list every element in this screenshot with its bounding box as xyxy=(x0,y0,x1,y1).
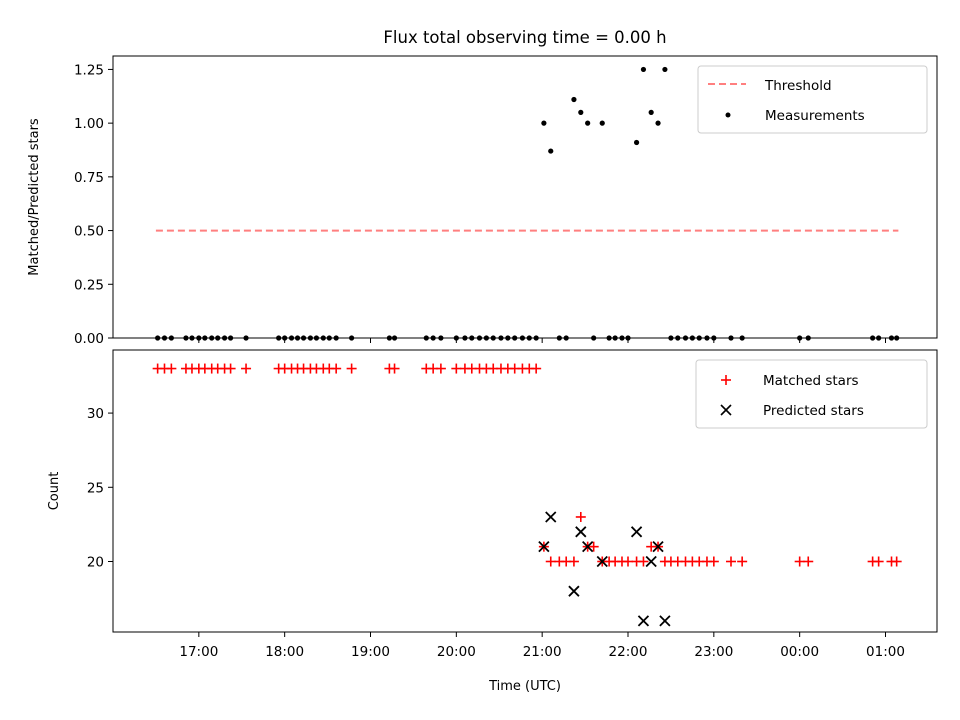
bottom-legend-box xyxy=(695,359,928,429)
legend-measurements-swatch xyxy=(725,112,731,118)
bottom-xtick-label: 17:00 xyxy=(179,644,218,660)
predicted-star-marker xyxy=(630,526,643,538)
legend-matched-swatch xyxy=(721,375,731,385)
predicted-star-marker xyxy=(575,526,587,538)
measurement-point xyxy=(548,148,554,154)
measurement-point xyxy=(585,120,591,126)
bottom-xtick-label: 19:00 xyxy=(351,644,390,660)
measurement-point xyxy=(571,96,577,103)
top-ylabel: Matched/Predicted stars xyxy=(27,118,42,276)
predicted-star-marker xyxy=(596,555,608,568)
legend-predicted-label: Predicted stars xyxy=(763,403,864,419)
matched-star-marker xyxy=(166,363,177,374)
measurement-point xyxy=(662,66,668,73)
predicted-star-marker xyxy=(568,585,580,597)
top-legend-box xyxy=(697,65,928,134)
legend-measurements-label: Measurements xyxy=(765,108,865,124)
matched-star-marker xyxy=(708,556,719,567)
measurement-point xyxy=(599,120,605,126)
top-ytick-label: 0.75 xyxy=(74,170,104,186)
top-ytick-label: 1.00 xyxy=(74,116,104,132)
predicted-star-marker xyxy=(645,555,657,568)
matched-star-marker xyxy=(531,363,542,374)
measurement-point xyxy=(648,109,654,115)
matched-star-marker xyxy=(737,556,748,567)
bottom-xtick-label: 18:00 xyxy=(265,644,304,660)
matched-star-marker xyxy=(794,556,805,567)
matched-star-marker xyxy=(451,363,462,374)
measurement-point xyxy=(541,120,547,126)
matched-star-marker xyxy=(588,541,599,552)
bottom-ytick-label: 20 xyxy=(87,555,104,571)
predicted-star-marker xyxy=(637,615,650,627)
bottom-panel: 20 25 30 17:00 18:00 19:00 20:00 21:00 22:00 23:0… xyxy=(87,363,905,660)
bottom-xtick-label: 23:00 xyxy=(694,644,733,660)
predicted-star-marker xyxy=(659,615,671,627)
top-axes-frame xyxy=(112,55,938,339)
bottom-ylabel: Count xyxy=(47,472,62,511)
legend-predicted-swatch xyxy=(720,404,732,416)
bottom-xtick-label: 20:00 xyxy=(437,644,476,660)
top-ytick-label: 0.25 xyxy=(74,277,104,293)
top-ytick-label: 0.50 xyxy=(74,224,104,240)
matched-star-marker xyxy=(545,556,556,567)
matched-star-marker xyxy=(241,363,252,374)
bottom-ytick-label: 30 xyxy=(87,406,104,422)
matched-star-marker xyxy=(726,556,736,567)
bottom-legend: Matched stars Predicted stars xyxy=(695,359,928,429)
top-ytick-label: 0.00 xyxy=(74,331,104,347)
matched-star-marker xyxy=(575,511,586,522)
bottom-xtick-label: 21:00 xyxy=(523,644,562,660)
matched-star-marker xyxy=(331,363,342,374)
legend-matched-label: Matched stars xyxy=(763,373,859,389)
predicted-star-marker xyxy=(652,541,664,553)
matched-star-marker xyxy=(346,363,357,374)
matched-star-marker xyxy=(435,363,446,374)
legend-threshold-label: Threshold xyxy=(764,78,832,94)
bottom-xtick-label: 00:00 xyxy=(780,644,819,660)
measurement-point xyxy=(578,109,584,115)
top-panel: 0.00 0.25 0.50 0.75 1.00 1.25 xyxy=(74,62,900,347)
bottom-ytick-label: 25 xyxy=(87,480,104,496)
predicted-star-marker xyxy=(538,541,550,553)
predicted-star-marker xyxy=(545,511,557,523)
predicted-star-marker xyxy=(582,541,594,553)
matched-star-marker xyxy=(873,556,884,567)
matched-star-marker xyxy=(389,363,400,374)
top-legend: Threshold Measurements xyxy=(697,65,928,134)
top-ytick-label: 1.25 xyxy=(74,62,104,78)
measurement-point xyxy=(655,120,661,126)
matched-star-marker xyxy=(891,556,902,567)
chart-title: Flux total observing time = 0.00 h xyxy=(383,28,666,47)
bottom-xlabel: Time (UTC) xyxy=(488,679,561,694)
bottom-xtick-label: 01:00 xyxy=(866,644,905,660)
matched-star-marker xyxy=(225,363,236,374)
matched-star-marker xyxy=(623,556,633,567)
matched-star-marker xyxy=(568,556,579,567)
measurement-point xyxy=(633,139,640,146)
measurement-point xyxy=(640,66,647,73)
matched-star-marker xyxy=(803,556,814,567)
bottom-axes-frame xyxy=(112,349,938,633)
bottom-xtick-label: 22:00 xyxy=(609,644,648,660)
matched-star-marker xyxy=(638,556,649,567)
